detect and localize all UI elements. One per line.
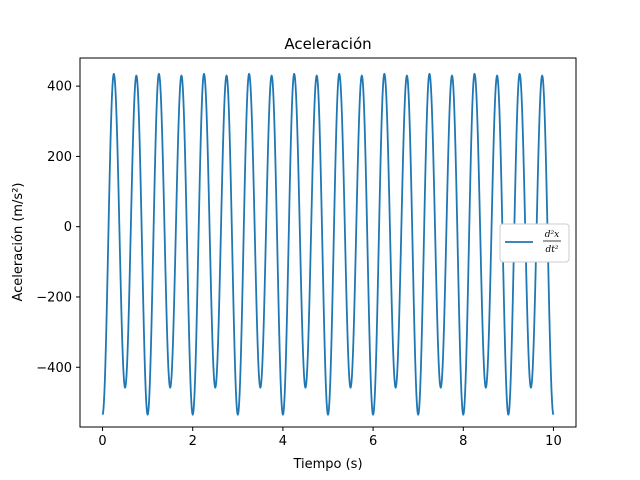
legend: d²x dt² (499, 223, 570, 263)
chart-title: Aceleración (284, 35, 371, 53)
x-tick-label: 2 (189, 434, 197, 449)
legend-label-denominator: dt² (546, 245, 559, 255)
x-axis-label: Tiempo (s) (292, 457, 362, 472)
y-axis-label: Aceleración (m/s²) (11, 183, 26, 302)
y-tick-label: 0 (64, 220, 72, 235)
series-line-acceleration (101, 72, 555, 416)
x-tick-label: 6 (369, 434, 377, 449)
y-tick-label: 200 (47, 150, 72, 165)
legend-box (499, 223, 570, 263)
plot-area (101, 72, 555, 416)
axes-frame (79, 57, 577, 428)
x-tick-label: 10 (545, 434, 562, 449)
x-tick-label: 8 (459, 434, 467, 449)
y-tick-label: 400 (47, 80, 72, 95)
x-tick-label: 0 (98, 434, 106, 449)
x-tick-label: 4 (279, 434, 287, 449)
legend-label-numerator: d²x (545, 230, 559, 240)
y-axis: −400 −200 0 200 400 (36, 80, 80, 376)
y-tick-label: −200 (36, 290, 72, 305)
x-axis: 0 2 4 6 8 10 (98, 427, 562, 449)
y-tick-label: −400 (36, 361, 72, 376)
